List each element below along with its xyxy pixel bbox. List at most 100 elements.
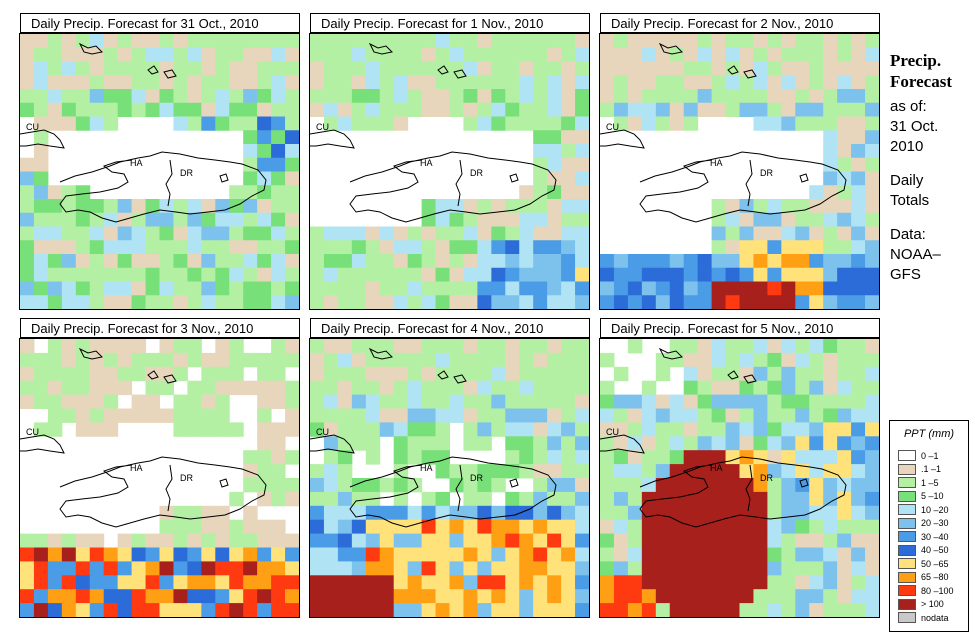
precip-cell bbox=[561, 547, 576, 562]
precip-cell bbox=[739, 34, 754, 49]
precip-cell bbox=[323, 450, 339, 465]
precip-cell bbox=[33, 547, 49, 562]
precip-cell bbox=[547, 450, 562, 465]
precip-cell bbox=[285, 339, 299, 354]
precip-cell bbox=[75, 212, 91, 227]
precip-cell bbox=[20, 575, 35, 590]
precip-cell bbox=[365, 254, 381, 269]
precip-cell bbox=[379, 116, 395, 131]
precip-cell bbox=[407, 61, 423, 76]
precip-cell bbox=[435, 561, 450, 576]
precip-cell bbox=[173, 352, 188, 368]
precip-cell bbox=[215, 212, 230, 227]
precip-cell bbox=[229, 561, 244, 576]
precip-cell bbox=[271, 226, 286, 241]
precip-cell bbox=[463, 34, 478, 49]
precip-cell bbox=[767, 394, 782, 409]
precip-cell bbox=[351, 408, 367, 423]
precip-cell bbox=[131, 561, 147, 576]
precip-cell bbox=[697, 408, 713, 423]
precip-cell bbox=[641, 116, 657, 131]
precip-cell bbox=[117, 240, 133, 255]
precip-cell bbox=[753, 339, 768, 354]
precip-cell bbox=[323, 352, 339, 368]
precip-cell bbox=[561, 144, 576, 159]
precip-cell bbox=[117, 589, 133, 604]
precip-cell bbox=[337, 295, 353, 309]
precip-cell bbox=[795, 450, 810, 465]
precip-cell bbox=[627, 561, 643, 576]
precip-cell bbox=[61, 199, 77, 214]
precip-cell bbox=[173, 61, 188, 76]
precip-cell bbox=[725, 450, 740, 465]
precip-cell bbox=[823, 352, 838, 368]
precip-cell bbox=[33, 603, 49, 617]
precip-cell bbox=[711, 589, 727, 604]
precip-cell bbox=[697, 254, 713, 269]
precip-cell bbox=[491, 212, 506, 227]
precip-cell bbox=[131, 547, 147, 562]
precip-cell bbox=[711, 366, 727, 382]
precip-cell bbox=[323, 491, 339, 507]
precip-cell bbox=[561, 603, 576, 617]
precip-cell bbox=[683, 116, 699, 131]
precip-cell bbox=[725, 603, 740, 617]
precip-cell bbox=[491, 61, 506, 76]
precip-cell bbox=[61, 240, 77, 255]
precip-cell bbox=[837, 519, 852, 535]
coastline bbox=[20, 129, 65, 149]
precip-cell bbox=[310, 561, 325, 576]
precip-cell bbox=[697, 533, 713, 548]
precip-cell bbox=[215, 281, 230, 296]
precip-cell bbox=[519, 185, 534, 200]
precip-cell bbox=[837, 394, 852, 409]
precip-cell bbox=[561, 478, 576, 493]
precip-cell bbox=[851, 352, 866, 368]
precip-cell bbox=[767, 240, 782, 255]
precip-cell bbox=[627, 89, 643, 104]
precip-cell bbox=[75, 394, 91, 409]
precip-cell bbox=[669, 491, 685, 507]
precip-cell bbox=[463, 491, 478, 507]
precip-cell bbox=[243, 450, 258, 465]
precip-cell bbox=[519, 240, 534, 255]
precip-cell bbox=[285, 408, 299, 423]
precip-cell bbox=[533, 267, 548, 282]
precip-cell bbox=[449, 61, 464, 76]
precip-cell bbox=[20, 547, 35, 562]
precip-cell bbox=[725, 519, 740, 535]
precip-cell bbox=[600, 436, 615, 451]
precip-cell bbox=[711, 603, 727, 617]
precip-cell bbox=[285, 144, 299, 159]
precip-cell bbox=[809, 185, 824, 200]
precip-cell bbox=[697, 547, 713, 562]
precip-cell bbox=[561, 130, 576, 145]
precip-cell bbox=[865, 491, 879, 507]
haiti-dr-border bbox=[745, 464, 753, 512]
precip-cell bbox=[683, 89, 699, 104]
precip-cell bbox=[159, 380, 174, 396]
precip-cell bbox=[243, 352, 258, 368]
precip-cell bbox=[75, 267, 91, 282]
precip-cell bbox=[561, 212, 576, 227]
precip-cell bbox=[767, 352, 782, 368]
coastline bbox=[163, 374, 177, 384]
precip-cell bbox=[533, 422, 548, 437]
precip-cell bbox=[285, 394, 299, 409]
precip-cell bbox=[809, 102, 824, 117]
precip-cell bbox=[519, 281, 534, 296]
precip-cell bbox=[421, 394, 437, 409]
precip-cell bbox=[257, 436, 272, 451]
precip-cell bbox=[89, 34, 105, 49]
precip-cell bbox=[47, 185, 63, 200]
coastline bbox=[20, 434, 65, 454]
precip-cell bbox=[463, 75, 478, 90]
precip-map: CU HA DR bbox=[309, 33, 590, 310]
precip-cell bbox=[229, 339, 244, 354]
precip-cell bbox=[201, 394, 216, 409]
precip-cell bbox=[781, 254, 796, 269]
precip-cell bbox=[547, 533, 562, 548]
precip-cell bbox=[823, 89, 838, 104]
precip-cell bbox=[435, 267, 450, 282]
precip-cell bbox=[669, 281, 685, 296]
